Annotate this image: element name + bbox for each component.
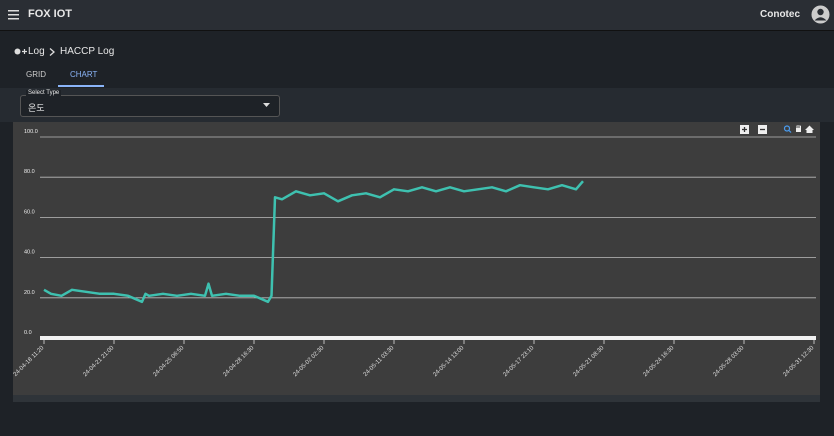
reset-zoom[interactable]: [805, 125, 814, 134]
select-box[interactable]: [20, 95, 280, 117]
brand: FOX IOT: [28, 8, 72, 20]
plot-background: [13, 122, 820, 395]
user-name[interactable]: Conotec: [760, 9, 800, 20]
avatar[interactable]: [811, 5, 830, 24]
log-icon: [14, 48, 27, 55]
y-tick-label: 80.0: [24, 169, 35, 175]
tab[interactable]: GRID: [26, 70, 46, 79]
series-line: [43, 180, 584, 304]
breadcrumb-separator: [49, 48, 55, 56]
breadcrumb-item[interactable]: Log: [28, 46, 45, 57]
pan[interactable]: [796, 125, 801, 132]
select-value: 온도: [28, 103, 45, 113]
y-tick-label: 100.0: [24, 129, 38, 135]
breadcrumb-item: HACCP Log: [60, 46, 115, 57]
zoom-select[interactable]: [783, 125, 791, 132]
y-tick-label: 0.0: [24, 330, 32, 336]
dropdown-arrow: [263, 103, 270, 107]
select-label: Select Type: [26, 90, 62, 96]
y-tick-label: 20.0: [24, 290, 35, 296]
toolbar: [740, 125, 814, 134]
top-bar: FOX IOT Conotec: [0, 0, 834, 31]
tab-active[interactable]: CHART: [70, 70, 98, 79]
y-tick-label: 60.0: [24, 209, 35, 215]
y-tick-label: 40.0: [24, 250, 35, 256]
menu-icon[interactable]: [8, 9, 20, 21]
tab-indicator: [58, 85, 104, 87]
